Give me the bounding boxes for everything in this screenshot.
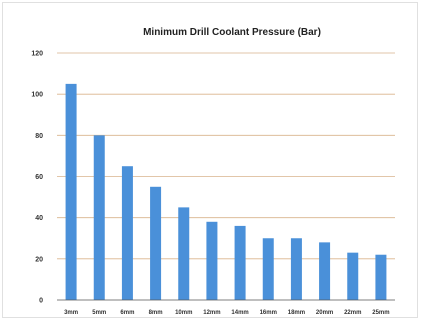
bar-8mm <box>150 186 162 300</box>
y-tick-label: 40 <box>35 215 43 222</box>
x-tick-label: 10mm <box>175 310 192 316</box>
y-tick-label: 20 <box>35 256 43 263</box>
y-tick-label: 120 <box>31 51 43 58</box>
bar-10mm <box>178 207 190 300</box>
y-tick-label: 80 <box>35 133 43 140</box>
x-tick-label: 22mm <box>344 310 361 316</box>
chart-title: Minimum Drill Coolant Pressure (Bar) <box>143 27 321 38</box>
y-axis-ticks: 0 20 40 60 80 100 120 <box>31 51 43 305</box>
x-tick-label: 18mm <box>288 310 305 316</box>
y-tick-label: 60 <box>35 174 43 181</box>
chart-border <box>2 2 418 318</box>
gridlines <box>57 52 395 260</box>
x-tick-label: 5mm <box>92 310 106 316</box>
x-tick-label: 20mm <box>316 310 333 316</box>
x-axis-ticks: 3mm 5mm 6mm 8mm 10mm 12mm 14mm 16mm 18mm 20mm 22mm… <box>64 310 390 316</box>
bar-5mm <box>93 135 105 300</box>
y-tick-label: 0 <box>39 298 43 305</box>
bar-6mm <box>121 166 133 300</box>
x-tick-label: 12mm <box>203 310 220 316</box>
bar-25mm <box>375 254 387 300</box>
x-tick-label: 16mm <box>260 310 277 316</box>
bars <box>65 83 387 300</box>
x-tick-label: 25mm <box>372 310 389 316</box>
bar-18mm <box>290 238 302 300</box>
bar-14mm <box>234 225 246 300</box>
x-tick-label: 6mm <box>120 310 134 316</box>
x-tick-label: 8mm <box>149 310 163 316</box>
bar-12mm <box>206 221 218 300</box>
bar-16mm <box>262 238 274 300</box>
bar-20mm <box>319 242 331 300</box>
x-tick-label: 14mm <box>231 310 248 316</box>
bar-22mm <box>347 252 359 300</box>
x-tick-label: 3mm <box>64 310 78 316</box>
bar-3mm <box>65 83 77 300</box>
y-tick-label: 100 <box>31 92 43 99</box>
